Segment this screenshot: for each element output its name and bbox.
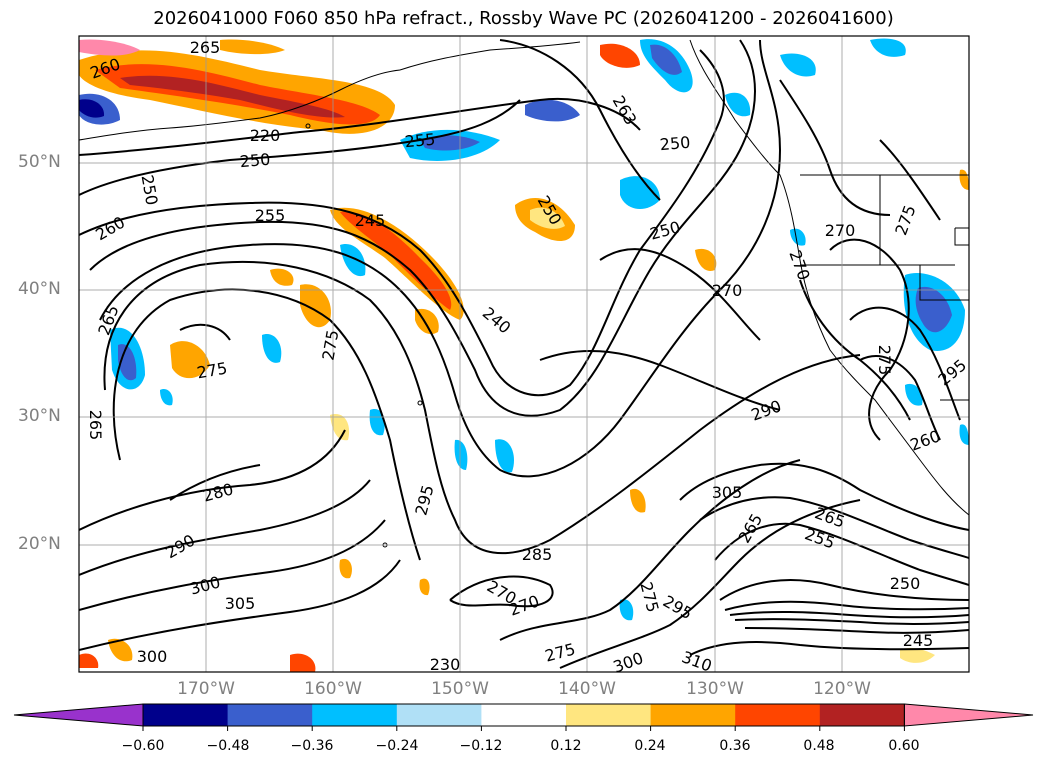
colorbar-tick-label: −0.60	[121, 738, 165, 754]
colorbar-tick-label: −0.36	[290, 738, 334, 754]
lon-label-130w: 130°W	[686, 679, 744, 699]
colorbar-swatch	[143, 704, 229, 726]
contour-label: 285	[522, 545, 553, 564]
contour-label: 270	[712, 281, 743, 300]
lon-label-120w: 120°W	[813, 679, 871, 699]
lat-label-30n: 30°N	[18, 406, 61, 426]
contour-label: 255	[255, 206, 286, 225]
contour-label: 250	[239, 150, 271, 172]
colorbar-swatch	[396, 704, 482, 726]
gridlines	[79, 36, 969, 672]
colorbar-tick-label: −0.24	[375, 738, 419, 754]
contour-label: 270	[825, 221, 856, 240]
colorbar-extend-min	[13, 703, 144, 727]
colorbar-swatch	[566, 704, 652, 726]
contour-label: 305	[225, 594, 256, 613]
map-title: 2026041000 F060 850 hPa refract., Rossby…	[153, 8, 894, 29]
colorbar-swatch	[650, 704, 736, 726]
contour-label: 245	[355, 211, 386, 230]
lon-label-150w: 150°W	[431, 679, 489, 699]
shading-negative	[79, 38, 969, 621]
lon-label-140w: 140°W	[558, 679, 616, 699]
colorbar-swatch	[819, 704, 905, 726]
contour-label: 305	[712, 483, 743, 502]
contour-label: 250	[659, 133, 691, 155]
lat-label-50n: 50°N	[18, 152, 61, 172]
contour-lines	[79, 39, 969, 669]
lon-label-170w: 170°W	[177, 679, 235, 699]
contour-label: 265	[86, 410, 105, 441]
colorbar-tick-label: 0.24	[634, 738, 666, 754]
colorbar-border	[142, 703, 905, 727]
contour-label: 300	[137, 647, 168, 666]
coastlines	[79, 39, 969, 548]
contour-label: 245	[903, 631, 934, 650]
lat-label-20n: 20°N	[18, 534, 61, 554]
colorbar-tick-label: 0.36	[719, 738, 751, 754]
lon-label-160w: 160°W	[304, 679, 362, 699]
colorbar-swatch	[735, 704, 821, 726]
contour-label: 275	[875, 345, 894, 376]
contour-label: 250	[890, 574, 921, 593]
colorbar-tick-label: −0.48	[206, 738, 250, 754]
contour-label: 230	[430, 655, 461, 674]
colorbar-tick-label: 0.60	[888, 738, 920, 754]
colorbar	[13, 703, 1034, 731]
map-field	[79, 36, 969, 672]
map-frame	[78, 35, 970, 673]
colorbar-swatch	[227, 704, 313, 726]
contour-label: 265	[190, 38, 221, 57]
lat-label-40n: 40°N	[18, 279, 61, 299]
colorbar-swatch	[312, 704, 398, 726]
colorbar-tick-label: 0.48	[803, 738, 835, 754]
colorbar-swatch	[481, 704, 567, 726]
contour-label: 255	[404, 130, 436, 152]
colorbar-tick-label: −0.12	[459, 738, 503, 754]
colorbar-extend-max	[903, 703, 1034, 727]
contour-label: 220	[250, 126, 281, 145]
colorbar-tick-label: 0.12	[550, 738, 582, 754]
